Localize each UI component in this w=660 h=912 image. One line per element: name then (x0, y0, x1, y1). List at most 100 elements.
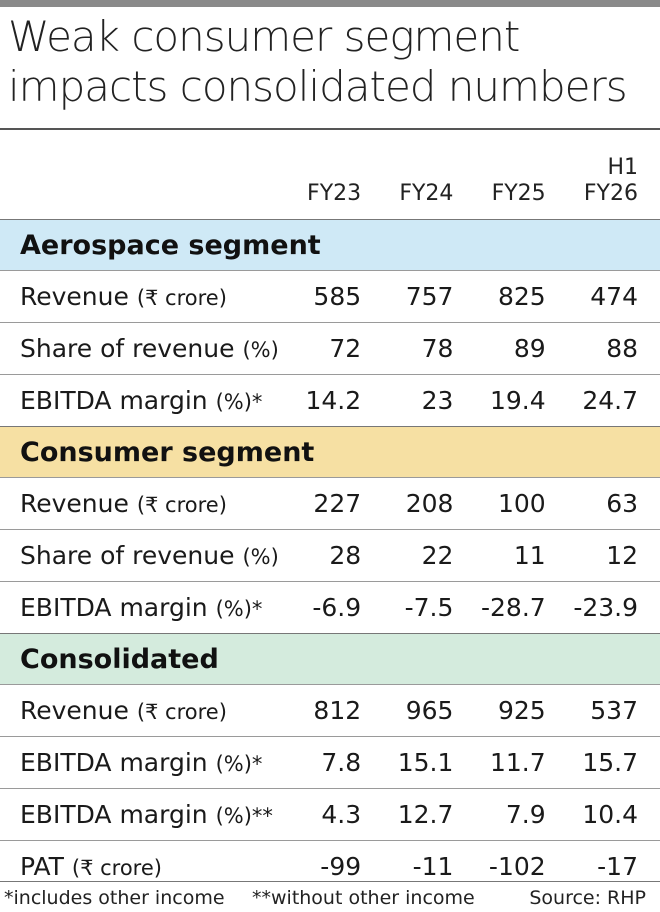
cell-value: -28.7 (475, 581, 568, 634)
cell-value: 4.3 (290, 788, 384, 841)
cell-value: 22 (383, 529, 476, 582)
row-label: Revenue (₹ crore) (0, 270, 291, 323)
header-fy24: FY24 (399, 181, 454, 206)
metric-unit: (₹ crore) (136, 493, 227, 517)
metric-name: Share of revenue (20, 541, 235, 570)
cell-value: -102 (475, 840, 568, 892)
header-fy23: FY23 (307, 181, 362, 206)
cell-value: 537 (567, 684, 660, 737)
segment-title: Consolidated (0, 633, 660, 685)
metric-unit: (%) (215, 390, 252, 414)
cell-value: 11 (475, 529, 568, 582)
segment-header-aerospace: Aerospace segment (0, 219, 660, 271)
cell-value: 15.1 (383, 736, 476, 789)
cell-value: 23 (383, 374, 476, 427)
metric-name: EBITDA margin (20, 748, 208, 777)
cell-value: 10.4 (567, 788, 660, 841)
row-label: EBITDA margin (%)** (0, 788, 291, 841)
metric-unit: (%) (215, 752, 252, 776)
segment-header-consumer: Consumer segment (0, 426, 660, 478)
cell-value: -23.9 (567, 581, 660, 634)
cell-value: 89 (475, 322, 568, 375)
metric-unit: (%) (242, 338, 279, 362)
metric-name: PAT (20, 852, 64, 881)
header-fy25: FY25 (491, 181, 546, 206)
row-label: Revenue (₹ crore) (0, 684, 291, 737)
header-h1fy26-line2: FY26 (583, 181, 638, 206)
cell-value: 19.4 (475, 374, 568, 427)
footnote-includes: *includes other income (4, 887, 225, 909)
footer: *includes other income **without other i… (4, 886, 646, 910)
row-label: EBITDA margin (%)* (0, 374, 291, 427)
cell-value: -99 (290, 840, 384, 892)
metric-name: EBITDA margin (20, 593, 208, 622)
row-label: EBITDA margin (%)* (0, 581, 291, 634)
cell-value: 100 (475, 477, 568, 530)
header-blank (0, 131, 291, 220)
table-row: Revenue (₹ crore) 812 965 925 537 (0, 684, 660, 737)
table-row: Share of revenue (%) 28 22 11 12 (0, 529, 660, 582)
bottom-divider (0, 881, 660, 882)
table-row: EBITDA margin (%)** 4.3 12.7 7.9 10.4 (0, 788, 660, 841)
metric-name: Revenue (20, 489, 129, 518)
metric-unit: (₹ crore) (71, 856, 162, 880)
table-row: EBITDA margin (%)* 14.2 23 19.4 24.7 (0, 374, 660, 427)
row-label: PAT (₹ crore) (0, 840, 291, 892)
metric-unit: (%) (215, 597, 252, 621)
segment-header-consolidated: Consolidated (0, 633, 660, 685)
table-row: EBITDA margin (%)* 7.8 15.1 11.7 15.7 (0, 736, 660, 789)
footnote-marker: * (251, 597, 263, 621)
metric-unit: (%) (215, 804, 252, 828)
segment-title: Aerospace segment (0, 219, 660, 271)
cell-value: -7.5 (383, 581, 476, 634)
segment-title: Consumer segment (0, 426, 660, 478)
page-title: Weak consumer segment impacts consolidat… (8, 12, 628, 111)
footnote-marker: * (251, 752, 263, 776)
table-row: Revenue (₹ crore) 227 208 100 63 (0, 477, 660, 530)
cell-value: 15.7 (567, 736, 660, 789)
row-label: EBITDA margin (%)* (0, 736, 291, 789)
cell-value: -17 (567, 840, 660, 892)
cell-value: 585 (290, 270, 384, 323)
table-header-row: FY23 FY24 FY25 H1 FY26 (0, 131, 660, 220)
cell-value: 825 (475, 270, 568, 323)
top-bar (0, 0, 660, 7)
table-row: Share of revenue (%) 72 78 89 88 (0, 322, 660, 375)
footnote-without: **without other income (252, 887, 475, 909)
row-label: Share of revenue (%) (0, 529, 291, 582)
cell-value: 14.2 (290, 374, 384, 427)
cell-value: -6.9 (290, 581, 384, 634)
footnote-marker: * (251, 390, 263, 414)
cell-value: 7.9 (475, 788, 568, 841)
cell-value: 925 (475, 684, 568, 737)
metric-name: Revenue (20, 282, 129, 311)
header-h1fy26-line1: H1 (607, 155, 638, 180)
cell-value: 28 (290, 529, 384, 582)
cell-value: 88 (567, 322, 660, 375)
cell-value: 12.7 (383, 788, 476, 841)
cell-value: 24.7 (567, 374, 660, 427)
metric-name: EBITDA margin (20, 386, 208, 415)
cell-value: 757 (383, 270, 476, 323)
table-body: Aerospace segment Revenue (₹ crore) 585 757… (0, 219, 660, 892)
cell-value: 227 (290, 477, 384, 530)
metric-name: EBITDA margin (20, 800, 208, 829)
source-label: Source: RHP (529, 887, 646, 909)
cell-value: 208 (383, 477, 476, 530)
cell-value: 72 (290, 322, 384, 375)
cell-value: 7.8 (290, 736, 384, 789)
footnote-marker: ** (251, 804, 273, 828)
cell-value: -11 (383, 840, 476, 892)
cell-value: 78 (383, 322, 476, 375)
cell-value: 965 (383, 684, 476, 737)
table-row: PAT (₹ crore) -99 -11 -102 -17 (0, 840, 660, 892)
cell-value: 12 (567, 529, 660, 582)
cell-value: 812 (290, 684, 384, 737)
metric-unit: (₹ crore) (136, 700, 227, 724)
table-row: EBITDA margin (%)* -6.9 -7.5 -28.7 -23.9 (0, 581, 660, 634)
cell-value: 11.7 (475, 736, 568, 789)
financial-table: FY23 FY24 FY25 H1 FY26 Aerospace segment… (0, 131, 660, 892)
metric-name: Revenue (20, 696, 129, 725)
header-h1fy26: H1 FY26 (568, 131, 660, 220)
cell-value: 63 (567, 477, 660, 530)
